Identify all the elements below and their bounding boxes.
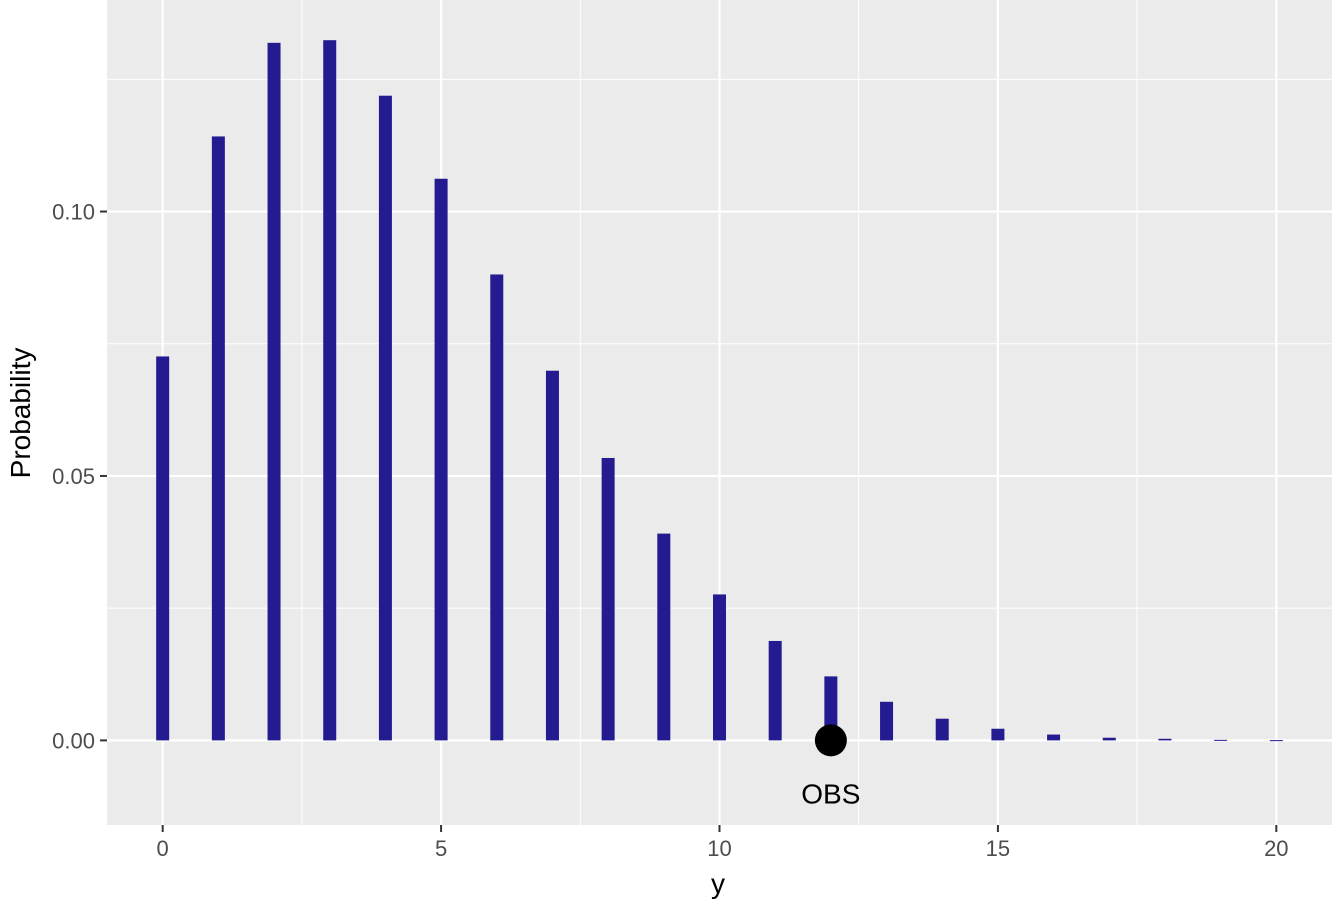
bar — [1047, 734, 1061, 741]
x-tick-label: 0 — [157, 836, 169, 861]
y-tick-label: 0.05 — [52, 464, 95, 489]
bar — [713, 594, 726, 741]
bar — [156, 356, 170, 741]
bar — [935, 718, 949, 741]
bar — [657, 533, 671, 741]
x-tick-label: 15 — [986, 836, 1010, 861]
observed-marker-group: OBS — [801, 724, 860, 809]
bar — [991, 728, 1005, 741]
bar — [1269, 740, 1283, 742]
bar — [267, 42, 281, 741]
bar — [1214, 739, 1228, 741]
x-tick-label: 20 — [1264, 836, 1288, 861]
bar — [601, 457, 615, 741]
x-tick-label: 10 — [707, 836, 731, 861]
x-tick-label: 5 — [435, 836, 447, 861]
bar — [378, 95, 392, 741]
x-axis-ticks: 0 5 10 15 20 — [157, 825, 1289, 861]
bar — [211, 136, 225, 741]
y-axis-title: Probability — [5, 348, 36, 479]
bars — [156, 40, 1283, 742]
y-tick-label: 0.10 — [52, 200, 95, 225]
bar — [1102, 737, 1116, 741]
bar — [1158, 738, 1172, 741]
bar — [768, 640, 782, 741]
y-axis-ticks: 0.00 0.05 0.10 — [52, 200, 107, 753]
observed-point — [814, 724, 847, 757]
x-axis-title: y — [711, 868, 725, 899]
bar — [880, 701, 894, 741]
y-tick-label: 0.00 — [52, 728, 95, 753]
observed-label: OBS — [801, 778, 860, 809]
bar — [545, 370, 559, 741]
bar — [824, 676, 838, 741]
bar — [323, 40, 337, 741]
bar — [434, 178, 448, 741]
bar — [490, 274, 504, 741]
